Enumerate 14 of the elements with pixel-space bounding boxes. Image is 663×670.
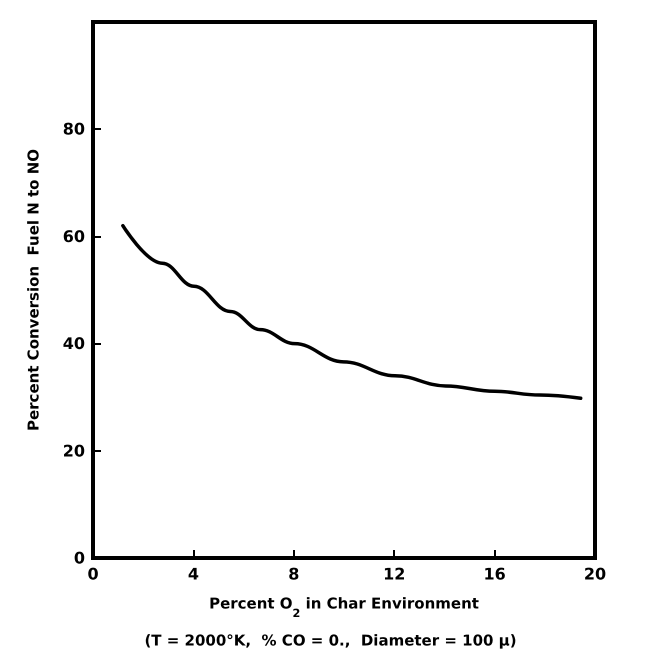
- x-tick-label: 4: [188, 564, 199, 584]
- y-axis-title: Percent Conversion Fuel N to NO: [24, 148, 42, 432]
- line-series: [121, 224, 582, 400]
- x-tick-label: 8: [288, 564, 300, 584]
- x-tick-label: 0: [87, 564, 99, 584]
- y-tick-label: 40: [62, 334, 85, 354]
- y-tick-label: 60: [62, 226, 85, 246]
- y-tick-label: 20: [62, 441, 85, 460]
- x-tick-label: 20: [584, 564, 606, 584]
- x-tick-label: 12: [383, 564, 406, 584]
- text: (T = 2000°K, % CO = 0., Diameter = 100 μ): [144, 632, 517, 650]
- y-tick-label: 80: [62, 120, 85, 139]
- y-tick-label: 0: [74, 548, 85, 568]
- x-tick-label: 16: [483, 564, 506, 584]
